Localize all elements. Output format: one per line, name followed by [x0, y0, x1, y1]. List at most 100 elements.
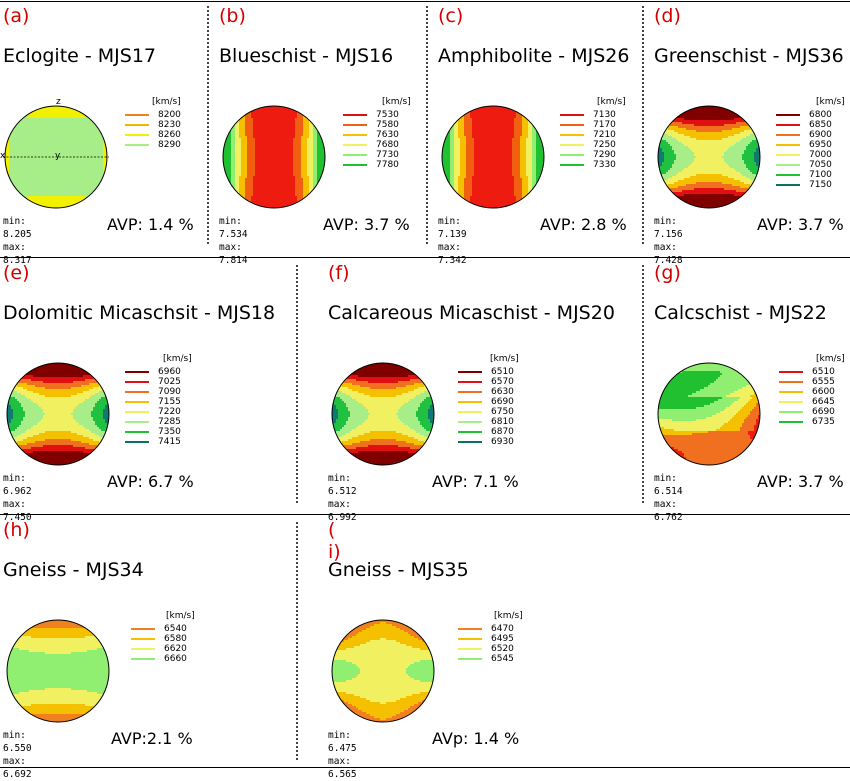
legend-value: 7350	[158, 427, 181, 437]
legend-swatch	[131, 638, 155, 640]
separator-v-c-d	[642, 6, 644, 244]
legend-value: 6870	[491, 427, 514, 437]
legend-swatch	[776, 114, 800, 116]
panel-label: (b)	[219, 5, 246, 27]
legend-value: 6735	[812, 417, 835, 427]
panel-label: (e)	[3, 262, 30, 284]
max-value: max: 6.692	[3, 755, 32, 781]
legend-value: 6690	[812, 407, 835, 417]
pole-figure	[330, 618, 436, 724]
legend-swatch	[343, 134, 367, 136]
legend-swatch	[458, 411, 482, 413]
legend-swatch	[125, 134, 149, 136]
legend-swatch	[458, 421, 482, 423]
legend-swatch	[776, 134, 800, 136]
panel-label: (d)	[654, 5, 681, 27]
legend-value: 6950	[809, 140, 832, 150]
legend-value: 7130	[593, 110, 616, 120]
legend-value: 7210	[593, 130, 616, 140]
separator-row1	[0, 257, 850, 258]
axis-label-z: z	[56, 97, 61, 107]
units-label: [km/s]	[163, 354, 192, 364]
legend-value: 6810	[491, 417, 514, 427]
legend-value: 7100	[809, 170, 832, 180]
panel-label: (c)	[438, 5, 463, 27]
legend-swatch	[779, 381, 803, 383]
legend-swatch	[125, 411, 149, 413]
separator-v-f-g	[642, 265, 644, 503]
units-label: [km/s]	[597, 97, 626, 107]
legend-swatch	[458, 401, 482, 403]
legend-value: 7090	[158, 387, 181, 397]
legend-swatch	[125, 371, 149, 373]
legend-value: 7530	[376, 110, 399, 120]
legend-value: 7250	[593, 140, 616, 150]
legend-swatch	[560, 144, 584, 146]
min-value: min: 8.205	[3, 215, 32, 241]
max-value: max: 7.342	[438, 241, 467, 267]
legend-swatch	[131, 658, 155, 660]
avp-value: AVP: 3.7 %	[323, 215, 410, 234]
panel-title: Amphibolite - MJS26	[438, 45, 629, 67]
panel-title: Calcareous Micaschist - MJS20	[328, 302, 615, 324]
legend-swatch	[776, 164, 800, 166]
legend-value: 8200	[158, 110, 181, 120]
legend-value: 6510	[491, 367, 514, 377]
legend-swatch	[125, 114, 149, 116]
legend-swatch	[125, 401, 149, 403]
min-max: min: 6.550 max: 6.692	[3, 729, 32, 781]
legend-value: 6510	[812, 367, 835, 377]
panel-title: Dolomitic Micaschsit - MJS18	[3, 302, 275, 324]
legend-value: 6555	[812, 377, 835, 387]
legend-value: 8230	[158, 120, 181, 130]
min-value: min: 7.156	[654, 215, 683, 241]
legend-value: 7155	[158, 397, 181, 407]
legend-swatch	[343, 144, 367, 146]
legend-swatch	[458, 628, 482, 630]
panel-title: Calcschist - MJS22	[654, 302, 827, 324]
legend-swatch	[560, 124, 584, 126]
legend-value: 7415	[158, 437, 181, 447]
min-value: min: 6.962	[3, 472, 32, 498]
units-label: [km/s]	[166, 611, 195, 621]
min-value: min: 6.550	[3, 729, 32, 755]
units-label: [km/s]	[152, 97, 181, 107]
legend-value: 7285	[158, 417, 181, 427]
avp-value: AVP: 1.4 %	[107, 215, 194, 234]
legend-value: 7580	[376, 120, 399, 130]
separator-row2	[0, 514, 850, 515]
min-value: min: 6.475	[328, 729, 357, 755]
legend-swatch	[779, 391, 803, 393]
panel-label: (g)	[654, 262, 681, 284]
legend-value: 6960	[158, 367, 181, 377]
min-max: min: 7.156 max: 7.428	[654, 215, 683, 267]
legend-swatch	[458, 658, 482, 660]
min-max: min: 6.512 max: 6.992	[328, 472, 357, 524]
separator-v-e-f	[296, 265, 298, 503]
legend-value: 6620	[164, 644, 187, 654]
legend-value: 7730	[376, 150, 399, 160]
legend-value: 7000	[809, 150, 832, 160]
legend-value: 7150	[809, 180, 832, 190]
legend-swatch	[343, 164, 367, 166]
legend-swatch	[125, 124, 149, 126]
legend-swatch	[776, 144, 800, 146]
legend-swatch	[125, 421, 149, 423]
legend-swatch	[125, 144, 149, 146]
legend-swatch	[458, 371, 482, 373]
min-max: min: 6.514 max: 6.762	[654, 472, 683, 524]
separator-v-h-i	[296, 522, 298, 760]
legend-value: 6520	[491, 644, 514, 654]
avp-value: AVP: 6.7 %	[107, 472, 194, 491]
legend-value: 6690	[491, 397, 514, 407]
pole-figure	[656, 104, 762, 210]
legend-swatch	[131, 648, 155, 650]
pole-figure	[5, 618, 111, 724]
legend-swatch	[458, 431, 482, 433]
panel-label: (f)	[328, 262, 350, 284]
legend-value: 6470	[491, 624, 514, 634]
legend-swatch	[458, 381, 482, 383]
units-label: [km/s]	[494, 611, 523, 621]
min-max: min: 8.205 max: 8.317	[3, 215, 32, 267]
min-value: min: 7.139	[438, 215, 467, 241]
